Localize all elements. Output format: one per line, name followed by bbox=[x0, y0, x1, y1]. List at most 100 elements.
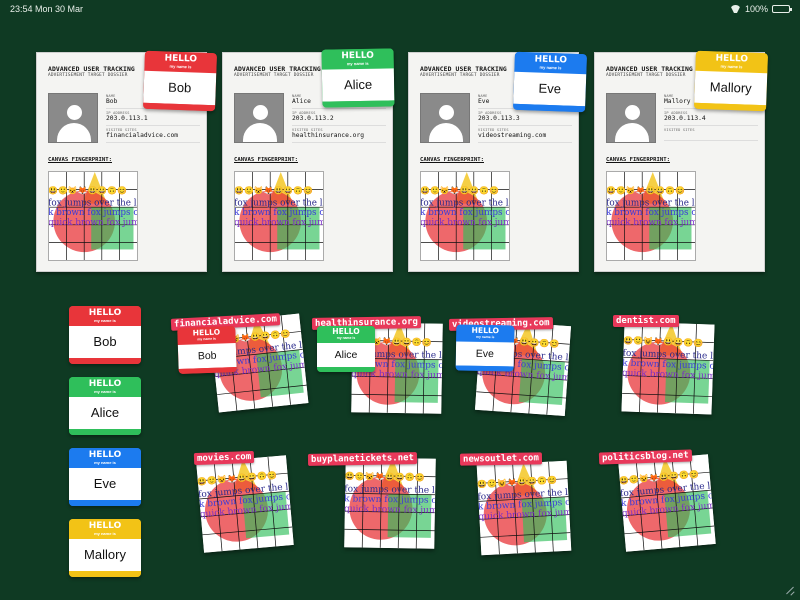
fingerprint-text: fox jumps over the lazy dog bbox=[421, 198, 509, 208]
dossier-eve: ADVANCED USER TRACKING ADVERTISEMENT TAR… bbox=[408, 52, 579, 272]
tag-header: HELLO my name is bbox=[69, 377, 141, 397]
fingerprint-text: 😃🙂😺🦊😃😀🙃😊 bbox=[421, 186, 499, 195]
fingerprint-text: quick brown fox jumps over bbox=[607, 218, 695, 228]
fingerprint-grid-line bbox=[479, 514, 570, 520]
fingerprint-grid-line bbox=[476, 391, 567, 399]
card-tag-alice[interactable]: HELLO my name is Alice bbox=[317, 326, 375, 372]
name-label: NAME bbox=[664, 94, 674, 98]
fingerprint-grid-line bbox=[530, 462, 536, 553]
resize-grip-icon[interactable] bbox=[785, 585, 795, 595]
avatar bbox=[48, 93, 98, 143]
fingerprint-grid-line bbox=[477, 478, 568, 484]
dossier-tag-mallory[interactable]: HELLO my name is Mallory bbox=[694, 50, 768, 112]
tag-header: HELLO my name is bbox=[69, 448, 141, 468]
fingerprint-text: 😃🙂😺🦊😃😀🙃😊 bbox=[607, 186, 685, 195]
fingerprint-text: quick brown fox jumps over bbox=[421, 218, 509, 228]
fingerprint-grid-line bbox=[345, 492, 436, 496]
dossier-tag-eve[interactable]: HELLO my name is Eve bbox=[513, 51, 587, 113]
fingerprint-grid-line bbox=[619, 471, 710, 481]
ip-value: 203.0.113.2 bbox=[292, 115, 386, 126]
tag-name: Bob bbox=[69, 326, 141, 358]
fingerprint-art: 😃🙂😺🦊😃😀🙃😊fox jumps over the lazy dogk bro… bbox=[477, 460, 571, 556]
ip-value: 203.0.113.4 bbox=[664, 115, 758, 126]
dossier-tag-bob[interactable]: HELLO my name is Bob bbox=[143, 50, 217, 112]
fingerprint-art: 😃🙂😺🦊😃😀🙃😊fox jumps over the lazy dogk bro… bbox=[607, 172, 695, 260]
fingerprint-grid-line bbox=[386, 322, 390, 413]
fingerprint-grid-line bbox=[671, 457, 681, 548]
tray-tag-eve[interactable]: HELLO my name is Eve bbox=[69, 448, 141, 506]
dossier-fingerprint: 😃🙂😺🦊😃😀🙃😊 fox jumps over the lazy dogk bro… bbox=[606, 171, 696, 261]
site-card-newsoutlet[interactable]: 😃🙂😺🦊😃😀🙃😊fox jumps over the lazy dogk bro… bbox=[476, 460, 572, 556]
wifi-icon bbox=[730, 5, 741, 13]
tag-name: Bob bbox=[143, 70, 217, 106]
fingerprint-grid-line bbox=[477, 373, 568, 381]
tag-name: Alice bbox=[321, 68, 395, 102]
avatar-body bbox=[429, 123, 463, 142]
tray-tag-bob[interactable]: HELLO my name is Bob bbox=[69, 306, 141, 364]
fingerprint-grid-line bbox=[422, 323, 426, 414]
visited-label: VISITED SITES bbox=[292, 128, 323, 132]
dossier-subtitle: ADVERTISEMENT TARGET DOSSIER bbox=[234, 73, 314, 78]
domain-label: newsoutlet.com bbox=[459, 452, 542, 466]
tray-tag-alice[interactable]: HELLO my name is Alice bbox=[69, 377, 141, 435]
fingerprint-grid-line bbox=[546, 324, 554, 415]
dossier-title: ADVANCED USER TRACKING bbox=[234, 65, 321, 73]
fingerprint-grid-line bbox=[415, 458, 419, 549]
fingerprint-art: 😃🙂😺🦊😃😀🙃😊fox jumps over the lazy dogk bro… bbox=[235, 172, 323, 260]
tag-my-name-is: my name is bbox=[197, 336, 216, 342]
dossier-fingerprint: 😃🙂😺🦊😃😀🙃😊 fox jumps over the lazy dogk bro… bbox=[420, 171, 510, 261]
domain-label: buyplanetickets.net bbox=[307, 452, 418, 466]
site-card-movies[interactable]: 😃🙂😺🦊😃😀🙃😊fox jumps over the lazy dogk bro… bbox=[196, 455, 294, 553]
visited-value: videostreaming.com bbox=[478, 132, 572, 143]
fingerprint-grid-line bbox=[344, 510, 435, 514]
visited-label: VISITED SITES bbox=[664, 128, 695, 132]
fingerprint-text: fox jumps over the lazy dog bbox=[235, 198, 323, 208]
visited-value: healthinsurance.org bbox=[292, 132, 386, 143]
card-tag-eve[interactable]: HELLO my name is Eve bbox=[455, 324, 515, 372]
site-card-buyplanetickets[interactable]: 😃🙂😺🦊😃😀🙃😊 fox jumps over the lazy dogk bro… bbox=[344, 457, 436, 549]
fingerprint-grid-line bbox=[622, 393, 713, 397]
site-card-politicsblog[interactable]: 😃🙂😺🦊😃😀🙃😊fox jumps over the lazy dogk bro… bbox=[618, 454, 716, 552]
tag-footer bbox=[455, 365, 514, 372]
dossier-subtitle: ADVERTISEMENT TARGET DOSSIER bbox=[420, 73, 500, 78]
canvas-fingerprint-label: CANVAS FINGERPRINT: bbox=[606, 157, 670, 163]
tag-name: Bob bbox=[177, 342, 237, 370]
avatar bbox=[234, 93, 284, 143]
fingerprint-grid-line bbox=[200, 508, 291, 518]
fingerprint-art: 😃🙂😺🦊😃😀🙃😊fox jumps over the lazy dogk bro… bbox=[196, 455, 294, 553]
fingerprint-grid-line bbox=[657, 322, 661, 413]
dossier-title: ADVANCED USER TRACKING bbox=[48, 65, 135, 73]
fingerprint-text: 😃🙂😺🦊😃😀🙃😊 bbox=[477, 475, 558, 489]
fingerprint-art: 😃🙂😺🦊😃😀🙃😊fox jumps over the lazy dogk bro… bbox=[49, 172, 137, 260]
fingerprint-text: fox jumps over the lazy dog bbox=[344, 484, 436, 496]
fingerprint-grid-line bbox=[621, 489, 712, 499]
dossier-tag-alice[interactable]: HELLO my name is Alice bbox=[321, 48, 395, 108]
fingerprint-grid-line bbox=[244, 319, 256, 409]
tag-my-name-is: my name is bbox=[346, 60, 369, 67]
fingerprint-grid-line bbox=[351, 375, 442, 379]
card-tag-bob[interactable]: HELLO my name is Bob bbox=[177, 326, 237, 374]
fingerprint-grid-line bbox=[344, 528, 435, 532]
tag-footer bbox=[317, 367, 375, 372]
fingerprint-grid-line bbox=[693, 323, 697, 414]
dossier-mallory: ADVANCED USER TRACKING ADVERTISEMENT TAR… bbox=[594, 52, 765, 272]
fingerprint-grid-line bbox=[267, 456, 277, 547]
tray-tag-mallory[interactable]: HELLO my name is Mallory bbox=[69, 519, 141, 577]
fingerprint-art: 😃🙂😺🦊😃😀🙃😊fox jumps over the lazy dogk bro… bbox=[621, 321, 715, 415]
tag-my-name-is: my name is bbox=[94, 389, 116, 394]
avatar bbox=[420, 93, 470, 143]
tag-footer bbox=[69, 500, 141, 506]
avatar-head bbox=[439, 105, 454, 120]
tag-my-name-is: my name is bbox=[336, 336, 356, 340]
fingerprint-grid-line bbox=[249, 458, 259, 549]
fingerprint-text: quick brown fox jumps over bbox=[235, 218, 323, 228]
tag-hello: HELLO bbox=[88, 450, 122, 460]
site-card-dentist[interactable]: 😃🙂😺🦊😃😀🙃😊fox jumps over the lazy dogk bro… bbox=[621, 321, 715, 415]
avatar-head bbox=[67, 105, 82, 120]
name-label: NAME bbox=[106, 94, 116, 98]
fingerprint-grid-line bbox=[215, 366, 305, 378]
battery-icon bbox=[772, 5, 792, 13]
tag-my-name-is: my name is bbox=[94, 460, 116, 465]
avatar-body bbox=[243, 123, 277, 142]
fingerprint-text: k brown fox jumps over the la bbox=[235, 208, 323, 218]
